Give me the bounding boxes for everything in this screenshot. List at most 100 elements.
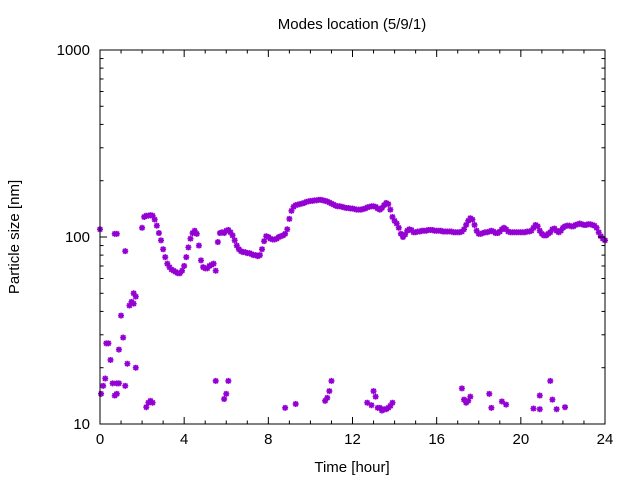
data-point bbox=[376, 404, 383, 411]
y-tick-label: 100 bbox=[65, 229, 90, 246]
data-point bbox=[139, 224, 146, 231]
data-point bbox=[149, 212, 156, 219]
data-point bbox=[130, 290, 137, 297]
data-point bbox=[402, 231, 409, 238]
data-point bbox=[259, 246, 266, 253]
data-point bbox=[368, 402, 375, 409]
plot-area bbox=[97, 196, 608, 414]
data-point bbox=[107, 356, 114, 363]
data-point bbox=[467, 393, 474, 400]
data-point bbox=[153, 222, 160, 229]
data-point bbox=[498, 398, 505, 405]
axis-ticks bbox=[99, 49, 606, 425]
chart-title: Modes location (5/9/1) bbox=[278, 16, 426, 33]
data-point bbox=[105, 340, 112, 347]
data-point bbox=[113, 230, 120, 237]
data-point bbox=[275, 234, 282, 240]
data-point bbox=[181, 262, 188, 269]
data-point bbox=[271, 236, 278, 243]
data-point bbox=[193, 230, 200, 237]
data-point bbox=[151, 216, 158, 223]
data-point bbox=[179, 267, 186, 274]
data-point bbox=[393, 220, 400, 227]
data-point bbox=[113, 390, 120, 397]
data-point bbox=[536, 227, 543, 234]
data-point bbox=[176, 270, 183, 277]
data-point bbox=[486, 390, 493, 397]
x-tick-label: 16 bbox=[428, 431, 445, 448]
data-point bbox=[118, 312, 125, 319]
data-point bbox=[292, 400, 299, 407]
data-point bbox=[263, 233, 270, 240]
plot-frame bbox=[99, 49, 606, 425]
data-point bbox=[229, 232, 236, 239]
data-point bbox=[223, 390, 230, 397]
x-tick-label: 8 bbox=[264, 431, 272, 448]
data-point bbox=[122, 382, 129, 389]
data-point bbox=[187, 235, 194, 242]
data-point bbox=[256, 252, 263, 259]
data-point bbox=[198, 257, 204, 264]
data-point bbox=[597, 233, 604, 240]
data-point bbox=[372, 393, 379, 400]
data-point bbox=[282, 404, 289, 411]
data-point bbox=[277, 233, 284, 240]
data-point bbox=[595, 229, 602, 236]
data-point bbox=[364, 399, 371, 406]
x-tick-label: 20 bbox=[512, 431, 529, 448]
data-point bbox=[461, 226, 468, 233]
data-point bbox=[395, 224, 402, 231]
data-point bbox=[530, 224, 537, 231]
data-point bbox=[473, 227, 480, 234]
x-tick-label: 12 bbox=[344, 431, 361, 448]
data-point bbox=[562, 404, 569, 411]
data-point bbox=[160, 246, 167, 253]
data-point bbox=[547, 377, 554, 384]
data-point bbox=[397, 230, 404, 237]
data-point bbox=[158, 237, 165, 244]
x-tick-label: 24 bbox=[597, 431, 614, 448]
data-point bbox=[463, 221, 470, 228]
data-point bbox=[549, 396, 556, 403]
data-point bbox=[120, 334, 127, 341]
x-tick-labels: 0 4 8 12 16 20 24 bbox=[96, 431, 614, 448]
data-point bbox=[387, 402, 394, 409]
data-point bbox=[322, 397, 329, 404]
data-point bbox=[132, 293, 139, 300]
data-point bbox=[212, 267, 219, 274]
data-point bbox=[126, 302, 133, 309]
data-point bbox=[100, 382, 107, 389]
data-point bbox=[593, 224, 600, 231]
data-point bbox=[195, 242, 202, 249]
data-point bbox=[267, 235, 274, 242]
data-point bbox=[221, 396, 228, 403]
data-point bbox=[98, 390, 105, 397]
y-tick-label: 1000 bbox=[57, 42, 90, 59]
data-point bbox=[225, 377, 232, 384]
data-point bbox=[115, 346, 122, 353]
x-axis-label: Time [hour] bbox=[314, 459, 389, 476]
data-point bbox=[132, 364, 139, 371]
data-point bbox=[469, 216, 476, 223]
data-point bbox=[553, 406, 560, 413]
data-point bbox=[124, 360, 131, 367]
data-point bbox=[102, 375, 109, 382]
data-point bbox=[530, 405, 537, 412]
data-point bbox=[557, 227, 564, 234]
data-point bbox=[370, 388, 377, 395]
data-point bbox=[261, 238, 268, 245]
data-point bbox=[212, 377, 219, 384]
data-point bbox=[143, 404, 150, 411]
data-point bbox=[400, 234, 406, 240]
data-point bbox=[231, 237, 238, 244]
data-point bbox=[164, 260, 171, 267]
y-tick-labels: 10 100 1000 bbox=[57, 42, 90, 433]
data-point bbox=[471, 221, 478, 228]
data-point bbox=[115, 380, 122, 387]
y-tick-label: 10 bbox=[73, 416, 90, 433]
data-point bbox=[233, 242, 240, 249]
data-point bbox=[378, 204, 385, 211]
data-point bbox=[227, 229, 234, 236]
data-point bbox=[237, 248, 244, 255]
